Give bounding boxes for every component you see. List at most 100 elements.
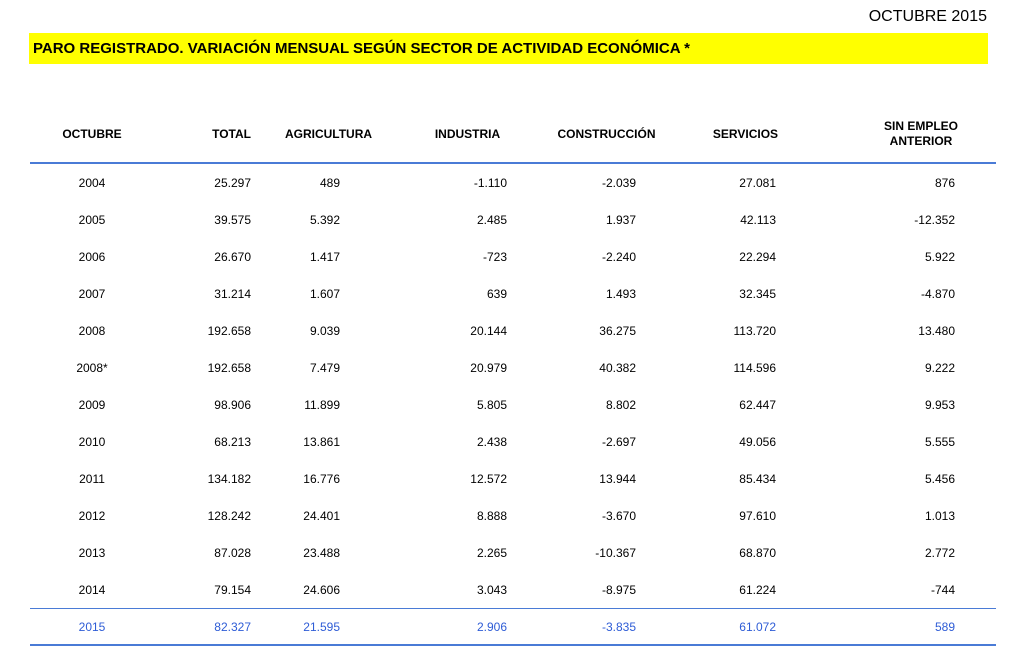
column-header-industria: INDUSTRIA — [398, 106, 537, 164]
table-row: 2006 26.670 1.417 -723 -2.240 22.294 5.922 — [30, 238, 996, 275]
cell-servicios: 32.345 — [739, 286, 776, 301]
cell-agricultura: 489 — [319, 175, 340, 190]
cell-servicios: 61.224 — [739, 582, 776, 597]
cell-octubre: 2007 — [78, 286, 106, 301]
cell-total: 31.214 — [214, 286, 251, 301]
cell-sin-empleo-anterior: 1.013 — [924, 508, 955, 523]
cell-sin-empleo-anterior: 589 — [815, 608, 996, 646]
cell-octubre: 2005 — [78, 212, 106, 227]
cell-servicios: 42.113 — [740, 212, 776, 227]
cell-servicios: 114.596 — [733, 360, 777, 375]
cell-agricultura: 16.776 — [303, 471, 340, 486]
column-header-servicios: SERVICIOS — [676, 106, 815, 164]
cell-industria: 5.805 — [476, 397, 507, 412]
cell-total: 25.297 — [214, 175, 251, 190]
cell-agricultura: 1.417 — [309, 249, 340, 264]
cell-octubre: 2014 — [78, 582, 106, 597]
cell-industria: 2.265 — [476, 545, 507, 560]
cell-agricultura: 1.607 — [309, 286, 340, 301]
cell-octubre: 2012 — [78, 508, 106, 523]
cell-octubre: 2010 — [78, 434, 106, 449]
cell-total: 39.575 — [214, 212, 251, 227]
table-row: 2007 31.214 1.607 639 1.493 32.345 -4.870 — [30, 275, 996, 312]
cell-industria: -723 — [482, 249, 507, 264]
cell-octubre: 2006 — [78, 249, 106, 264]
column-header-sin-empleo-anterior: SIN EMPLEO ANTERIOR — [815, 106, 996, 164]
cell-total: 82.327 — [154, 608, 259, 646]
cell-construccion: -2.039 — [601, 175, 636, 190]
cell-construccion: -3.670 — [601, 508, 636, 523]
cell-agricultura: 24.401 — [303, 508, 340, 523]
table-row: 2004 25.297 489 -1.110 -2.039 27.081 876 — [30, 163, 996, 201]
table-row: 2015 82.327 21.595 2.906 -3.835 61.072 589 — [30, 608, 996, 646]
cell-industria: 8.888 — [476, 508, 507, 523]
column-header-total: TOTAL — [154, 106, 259, 164]
cell-industria: 2.438 — [476, 434, 507, 449]
table-row: 2008 192.658 9.039 20.144 36.275 113.720 13.48… — [30, 312, 996, 349]
cell-octubre: 2015 — [30, 608, 154, 646]
table-row: 2011 134.182 16.776 12.572 13.944 85.434 5.456 — [30, 460, 996, 497]
table-row: 2010 68.213 13.861 2.438 -2.697 49.056 5.555 — [30, 423, 996, 460]
cell-construccion: 8.802 — [605, 397, 636, 412]
cell-total: 192.658 — [207, 323, 251, 338]
cell-sin-empleo-anterior: 5.456 — [924, 471, 955, 486]
cell-servicios: 61.072 — [676, 608, 815, 646]
cell-agricultura: 24.606 — [303, 582, 340, 597]
cell-sin-empleo-anterior: 5.922 — [924, 249, 955, 264]
cell-construccion: -3.835 — [537, 608, 676, 646]
cell-octubre: 2013 — [78, 545, 106, 560]
table-body: 2004 25.297 489 -1.110 -2.039 27.081 876 2005 39… — [30, 163, 996, 646]
cell-sin-empleo-anterior: 9.953 — [924, 397, 955, 412]
table-header-row: OCTUBRE TOTAL AGRICULTURA INDUSTRIA CONS… — [30, 106, 996, 164]
cell-industria: 2.485 — [476, 212, 507, 227]
cell-sin-empleo-anterior: -744 — [930, 582, 955, 597]
cell-construccion: 1.493 — [605, 286, 636, 301]
cell-industria: 2.906 — [398, 608, 537, 646]
table-row: 2013 87.028 23.488 2.265 -10.367 68.870 2.772 — [30, 534, 996, 571]
table-row: 2008* 192.658 7.479 20.979 40.382 114.596 9.22… — [30, 349, 996, 386]
cell-sin-empleo-anterior: -12.352 — [914, 212, 955, 227]
cell-sin-empleo-anterior: 13.480 — [918, 323, 955, 338]
cell-total: 98.906 — [214, 397, 251, 412]
cell-sin-empleo-anterior: -4.870 — [920, 286, 955, 301]
page-title: PARO REGISTRADO. VARIACIÓN MENSUAL SEGÚN… — [29, 33, 988, 64]
column-header-agricultura: AGRICULTURA — [259, 106, 398, 164]
cell-construccion: 13.944 — [599, 471, 636, 486]
column-header-octubre: OCTUBRE — [30, 106, 154, 164]
cell-sin-empleo-anterior: 2.772 — [924, 545, 955, 560]
cell-agricultura: 11.899 — [304, 397, 340, 412]
cell-construccion: 40.382 — [599, 360, 636, 375]
cell-total: 26.670 — [214, 249, 251, 264]
cell-industria: 20.979 — [470, 360, 507, 375]
cell-agricultura: 23.488 — [303, 545, 340, 560]
cell-octubre: 2008 — [78, 323, 106, 338]
column-header-construccion: CONSTRUCCIÓN — [537, 106, 676, 164]
cell-construccion: -8.975 — [601, 582, 636, 597]
cell-servicios: 49.056 — [739, 434, 776, 449]
cell-industria: 20.144 — [470, 323, 507, 338]
cell-total: 134.182 — [207, 471, 251, 486]
cell-servicios: 68.870 — [739, 545, 776, 560]
cell-total: 68.213 — [214, 434, 251, 449]
cell-sin-empleo-anterior: 9.222 — [924, 360, 955, 375]
table-row: 2009 98.906 11.899 5.805 8.802 62.447 9.953 — [30, 386, 996, 423]
report-period: OCTUBRE 2015 — [868, 8, 987, 25]
cell-construccion: 36.275 — [599, 323, 636, 338]
unemployment-table: OCTUBRE TOTAL AGRICULTURA INDUSTRIA CONS… — [30, 106, 996, 646]
cell-total: 79.154 — [214, 582, 251, 597]
cell-agricultura: 13.861 — [303, 434, 340, 449]
cell-total: 128.242 — [207, 508, 251, 523]
cell-sin-empleo-anterior: 876 — [934, 175, 955, 190]
cell-agricultura: 5.392 — [309, 212, 340, 227]
cell-servicios: 62.447 — [739, 397, 776, 412]
cell-octubre: 2009 — [78, 397, 106, 412]
table-row: 2005 39.575 5.392 2.485 1.937 42.113 -12.352 — [30, 201, 996, 238]
cell-agricultura: 7.479 — [309, 360, 340, 375]
cell-servicios: 22.294 — [739, 249, 776, 264]
cell-construccion: -2.240 — [601, 249, 636, 264]
cell-agricultura: 9.039 — [309, 323, 340, 338]
cell-construccion: -2.697 — [601, 434, 636, 449]
cell-construccion: 1.937 — [605, 212, 636, 227]
cell-industria: -1.110 — [473, 175, 507, 190]
cell-sin-empleo-anterior: 5.555 — [924, 434, 955, 449]
